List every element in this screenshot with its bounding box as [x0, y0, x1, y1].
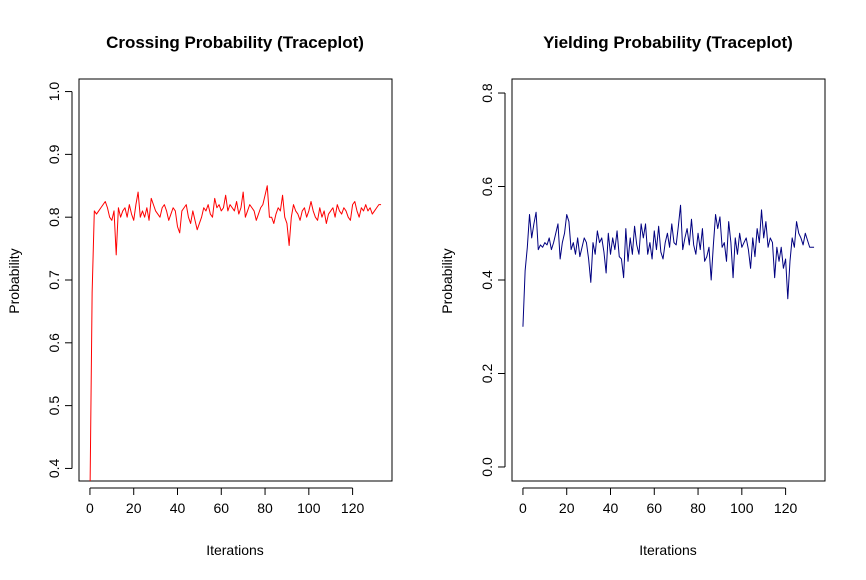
- y-tick-label: 0.8: [46, 207, 62, 227]
- y-tick-label: 0.8: [479, 83, 495, 103]
- series-line: [522, 204, 815, 327]
- x-axis-label: Iterations: [206, 542, 264, 558]
- y-tick-label: 0.6: [479, 177, 495, 197]
- y-tick-label: 0.7: [46, 270, 62, 290]
- plot-frame: [511, 78, 826, 482]
- x-tick-label: 20: [559, 500, 575, 516]
- y-tick-label: 0.9: [46, 144, 62, 164]
- x-tick-label: 0: [86, 500, 94, 516]
- y-tick-label: 1.0: [46, 82, 62, 102]
- y-tick-label: 0.4: [479, 270, 495, 290]
- x-tick-label: 0: [519, 500, 527, 516]
- x-tick-label: 60: [646, 500, 662, 516]
- x-tick-label: 120: [341, 500, 365, 516]
- x-tick-label: 40: [170, 500, 186, 516]
- x-tick-label: 100: [297, 500, 321, 516]
- crossing-traceplot-panel: Crossing Probability (Traceplot) Iterati…: [6, 33, 393, 558]
- x-tick-label: 20: [126, 500, 142, 516]
- yielding-traceplot-panel: Yielding Probability (Traceplot) Iterati…: [439, 33, 826, 558]
- x-tick-label: 100: [730, 500, 754, 516]
- y-tick-label: 0.4: [46, 458, 62, 478]
- x-tick-label: 120: [774, 500, 798, 516]
- y-tick-label: 0.6: [46, 333, 62, 353]
- chart-title: Yielding Probability (Traceplot): [543, 33, 793, 52]
- x-tick-label: 60: [213, 500, 229, 516]
- y-tick-label: 0.5: [46, 396, 62, 416]
- series-line: [89, 185, 382, 481]
- x-tick-label: 80: [690, 500, 706, 516]
- plot-frame: [78, 78, 393, 482]
- y-tick-label: 0.0: [479, 457, 495, 477]
- y-axis-label: Probability: [6, 248, 22, 313]
- x-tick-label: 40: [603, 500, 619, 516]
- y-tick-label: 0.2: [479, 364, 495, 384]
- x-tick-label: 80: [257, 500, 273, 516]
- chart-title: Crossing Probability (Traceplot): [106, 33, 364, 52]
- x-axis-label: Iterations: [639, 542, 697, 558]
- y-axis-label: Probability: [439, 248, 455, 313]
